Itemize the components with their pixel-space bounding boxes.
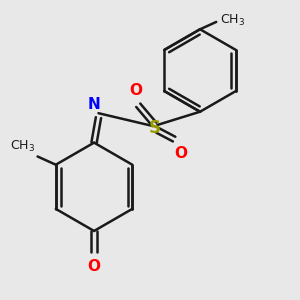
Text: CH$_3$: CH$_3$ [220, 13, 245, 28]
Text: O: O [88, 259, 100, 274]
Text: O: O [129, 83, 142, 98]
Text: S: S [148, 119, 160, 137]
Text: N: N [88, 97, 100, 112]
Text: CH$_3$: CH$_3$ [10, 139, 35, 154]
Text: O: O [174, 146, 188, 160]
